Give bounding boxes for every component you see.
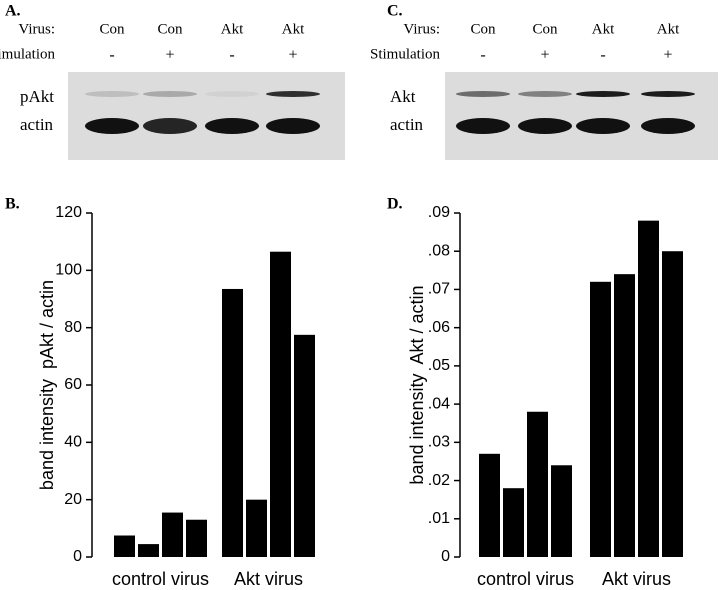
- band: [456, 118, 510, 134]
- bar: [114, 535, 135, 557]
- bar: [246, 499, 267, 557]
- lane-label: Akt: [657, 21, 680, 37]
- bar: [162, 512, 183, 557]
- y-tick-label: .03: [428, 434, 450, 451]
- lane-label: Con: [532, 21, 558, 37]
- band-label: pAkt: [20, 87, 54, 106]
- band: [456, 91, 510, 97]
- bar: [638, 220, 659, 557]
- bar: [294, 334, 315, 557]
- bar: [614, 274, 635, 557]
- band: [266, 118, 320, 134]
- band: [266, 91, 320, 97]
- bar: [138, 544, 159, 557]
- bar: [551, 465, 572, 557]
- lane-label: Con: [157, 21, 183, 37]
- lane-label: -: [229, 47, 234, 64]
- y-axis-label: band intensity pAkt / actin: [37, 280, 57, 490]
- panel-label: D.: [387, 196, 403, 213]
- band: [143, 118, 197, 134]
- y-tick-label: .09: [428, 204, 450, 221]
- band: [205, 91, 259, 97]
- row-label: Virus:: [403, 21, 440, 37]
- y-tick-label: 20: [64, 491, 82, 508]
- bar: [503, 488, 524, 557]
- y-tick-label: .02: [428, 472, 450, 489]
- panel-label: C.: [387, 3, 403, 20]
- group-label: control virus: [112, 569, 209, 589]
- band-label: actin: [390, 115, 424, 134]
- lane-label: Akt: [592, 21, 615, 37]
- band: [518, 118, 572, 134]
- bar: [186, 519, 207, 557]
- lane-label: -: [600, 47, 605, 64]
- row-label: Stimulation: [0, 46, 55, 62]
- y-tick-label: .06: [428, 319, 450, 336]
- bar: [527, 411, 548, 557]
- group-label: Akt virus: [234, 569, 303, 589]
- lane-label: +: [663, 47, 672, 64]
- y-axis-label: band intensity Akt / actin: [407, 285, 427, 484]
- y-tick-label: 0: [441, 548, 450, 565]
- band: [576, 91, 630, 97]
- lane-label: -: [480, 47, 485, 64]
- group-label: control virus: [477, 569, 574, 589]
- band: [85, 91, 139, 97]
- lane-label: Akt: [282, 21, 305, 37]
- row-label: Stimulation: [370, 46, 441, 62]
- bar: [479, 453, 500, 557]
- panel-label: B.: [5, 196, 20, 213]
- y-tick-label: .08: [428, 242, 450, 259]
- y-tick-label: 80: [64, 319, 82, 336]
- band-label: actin: [20, 115, 54, 134]
- lane-label: Akt: [221, 21, 244, 37]
- band: [85, 118, 139, 134]
- panel-label: A.: [5, 3, 21, 20]
- lane-label: +: [165, 47, 174, 64]
- blot-image: [68, 72, 345, 160]
- band: [143, 91, 197, 97]
- bar: [270, 251, 291, 557]
- band: [641, 91, 695, 97]
- band: [205, 118, 259, 134]
- band: [518, 91, 572, 97]
- y-tick-label: 60: [64, 376, 82, 393]
- lane-label: -: [109, 47, 114, 64]
- y-tick-label: 100: [55, 262, 82, 279]
- y-tick-label: .07: [428, 281, 450, 298]
- y-tick-label: 40: [64, 434, 82, 451]
- band-label: Akt: [390, 87, 416, 106]
- lane-label: +: [288, 47, 297, 64]
- band: [641, 118, 695, 134]
- group-label: Akt virus: [602, 569, 671, 589]
- lane-label: Con: [99, 21, 125, 37]
- lane-label: Con: [470, 21, 496, 37]
- row-label: Virus:: [18, 21, 55, 37]
- y-tick-label: 120: [55, 204, 82, 221]
- bar: [222, 288, 243, 557]
- lane-label: +: [540, 47, 549, 64]
- y-tick-label: .04: [428, 395, 450, 412]
- y-tick-label: 0: [73, 548, 82, 565]
- band: [576, 118, 630, 134]
- y-tick-label: .05: [428, 357, 450, 374]
- blot-image: [445, 72, 718, 160]
- bar: [590, 281, 611, 557]
- bar: [662, 251, 683, 557]
- y-tick-label: .01: [428, 510, 450, 527]
